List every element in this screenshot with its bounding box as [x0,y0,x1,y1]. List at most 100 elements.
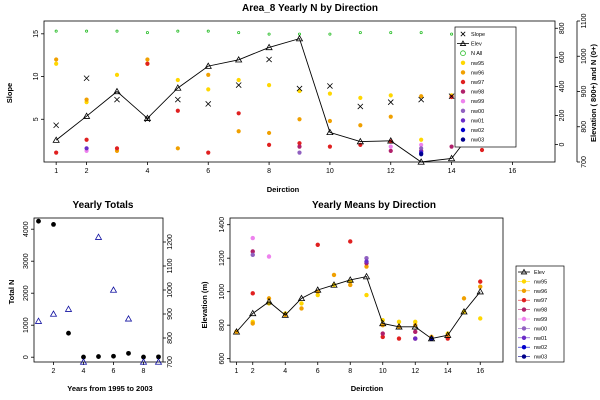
top-slope-point-1-b [83,75,90,82]
totals-point-5 [111,353,116,359]
means-nw97-point-7 [478,279,483,284]
means-nw95-point-15 [478,316,483,321]
means-legend-item-7-label: nw01 [534,336,547,342]
top-legend-item-6-marker [460,89,466,94]
means-elev-point-11 [411,323,419,330]
means-nw96-point-14 [461,296,467,301]
top-slope-point-10 [357,103,364,110]
means-elev-point-14 [460,307,468,315]
top-elev-point-4 [174,84,182,91]
totals-elev-point-3 [79,358,88,365]
top-y-tick-label-0: 5 [33,117,40,121]
top-slope-point-9 [327,83,333,89]
totals-elev-point-6 [124,314,133,322]
top-nw95-point-6 [236,77,241,83]
top-n-tick-label-0: 0 [559,143,566,147]
means-legend-item-4-marker [521,307,527,312]
top-legend-item-10-label: nw02 [471,128,484,134]
top-legend-item-4-marker [460,70,466,75]
means-x-tick-label-1: 2 [251,368,255,375]
top-elev-point-10 [356,137,365,145]
top-legend-item-11-label: nw03 [471,138,484,144]
top-legend-item-5-marker [460,79,466,85]
top-legend-item-4-label: nw96 [471,70,484,76]
top-nall-point-11 [389,31,393,35]
means-nw97-point-3 [380,334,385,340]
top-elev-tick-label-2: 900 [581,86,588,98]
totals-y-tick-label-0: 0 [23,355,30,359]
totals-point-2 [66,330,71,336]
top-slope-point-8-b [296,85,303,92]
totals-x-tick-label-1: 4 [82,368,86,375]
totals-right-tick-label-1: 800 [167,332,174,344]
means-y-tick-label-2: 1000 [219,284,226,300]
top-n-tick-label-4: 800 [559,22,566,34]
top-nw95-point-9 [327,91,333,96]
means-plot-frame [229,217,504,363]
means-legend-item-0-marker [520,268,528,275]
means-nw01-point-1 [413,336,418,341]
means-y-tick-label-3: 1200 [219,250,226,266]
totals-elev-point-8 [154,358,163,365]
totals-y-tick-label-4: 4000 [23,221,30,237]
means-elev-point-13 [444,331,452,338]
totals-y-tick-label-2: 2000 [23,285,30,301]
top-nw97-point-5 [206,150,211,155]
top-nw03-point-0 [419,152,424,157]
top-nw97-point-8 [297,141,302,146]
totals-y-tick-label-1: 1000 [23,317,30,333]
means-elev-point-4 [297,294,306,302]
top-nw95-point-0 [54,61,59,66]
totals-point-3 [81,354,86,360]
top-nw98-point-1 [388,148,393,153]
top-nw97-point-14 [479,147,485,153]
means-nw97-point-6 [445,336,450,341]
means-legend-item-7-marker [521,335,527,340]
means-nw98-point-3 [413,329,418,335]
means-legend-item-1-label: nw95 [534,279,547,285]
top-legend-item-3-label: nw95 [471,61,484,67]
means-nw96-point-6 [331,272,337,278]
means-x-tick-label-2: 4 [283,368,287,375]
means-elev-point-6 [330,281,338,288]
means-legend-item-3-label: nw97 [534,298,547,304]
means-nw96-point-4 [299,306,304,311]
top-legend-item-0-label: Slope [471,32,485,38]
top-nw97-point-2 [114,146,120,151]
top-elev-tick-label-3: 1000 [581,48,588,64]
top-panel-title: Area_8 Yearly N by Direction [242,3,378,14]
totals-x-axis-label: Years from 1995 to 2003 [67,384,152,393]
means-nw99-point-1 [266,254,272,259]
totals-right-tick-label-3: 1000 [167,282,174,298]
means-elev-point-1 [249,309,257,317]
top-elev-point-7 [265,43,273,51]
means-nw96-point-7 [348,282,353,288]
means-nw00-point-1 [364,255,369,261]
top-elev-point-8 [295,34,304,42]
means-y-tick-label-0: 600 [219,353,226,365]
top-nw98-point-0 [297,144,302,149]
means-nw97-point-1 [315,242,320,247]
top-nw95-point-10 [358,95,363,101]
means-elev-point-5 [314,286,322,293]
top-nw97-point-3 [145,61,150,66]
top-nw96-point-0 [54,57,59,62]
top-nw96-point-3 [145,57,150,62]
means-nw97-point-4 [396,336,402,341]
means-x-tick-label-7: 14 [444,368,452,375]
top-slope-point-0 [53,122,60,129]
totals-elev-point-2 [64,305,73,312]
top-slope-point-0-b [53,122,60,129]
means-x-tick-label-0: 1 [235,368,239,375]
top-elev-tick-label-0: 700 [581,156,588,168]
means-x-tick-label-3: 6 [316,368,320,375]
means-legend-item-3-marker [521,298,527,303]
top-right-axis-label: Elevation ( 800+) and N (0+) [589,44,598,142]
top-elev-point-12 [417,158,425,165]
means-legend-item-5-marker [521,316,527,322]
top-nw95-point-11 [388,93,393,98]
top-legend-item-11-marker [460,137,466,142]
top-slope-point-12-b [418,96,425,103]
top-slope-point-10-b [357,103,364,110]
means-nw98-point-2 [380,331,385,336]
